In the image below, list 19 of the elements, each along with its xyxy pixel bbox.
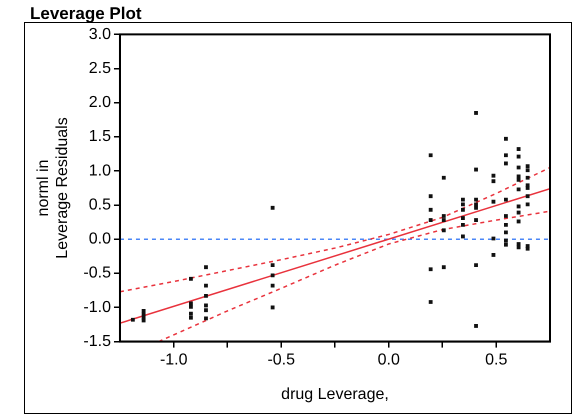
x-tick-label: -1.0 xyxy=(160,352,188,369)
y-tick-label: 2.0 xyxy=(88,94,112,112)
y-tick-label: 0.0 xyxy=(88,230,112,248)
line-series xyxy=(158,210,550,342)
y-tick-label: 1.0 xyxy=(88,162,112,180)
x-tick-label: 0.0 xyxy=(378,352,400,369)
x-tick-label: -0.5 xyxy=(267,352,296,369)
y-tick-label: -1.5 xyxy=(83,333,112,350)
y-tick-label: 3.0 xyxy=(88,26,112,43)
y-tick-label: -0.5 xyxy=(83,264,112,282)
y-tick-label: 1.5 xyxy=(88,128,112,146)
x-axis-title: drug Leverage, xyxy=(281,386,389,403)
y-tick-label: -1.0 xyxy=(83,298,112,316)
chart-title: Leverage Plot xyxy=(30,4,142,23)
y-axis-title: norml in Leverage Residuals xyxy=(35,117,72,259)
x-tick-label: 0.5 xyxy=(485,352,508,369)
y-tick-label: 0.5 xyxy=(88,196,112,214)
line-series xyxy=(120,166,550,293)
y-tick-label: 2.5 xyxy=(88,60,112,77)
